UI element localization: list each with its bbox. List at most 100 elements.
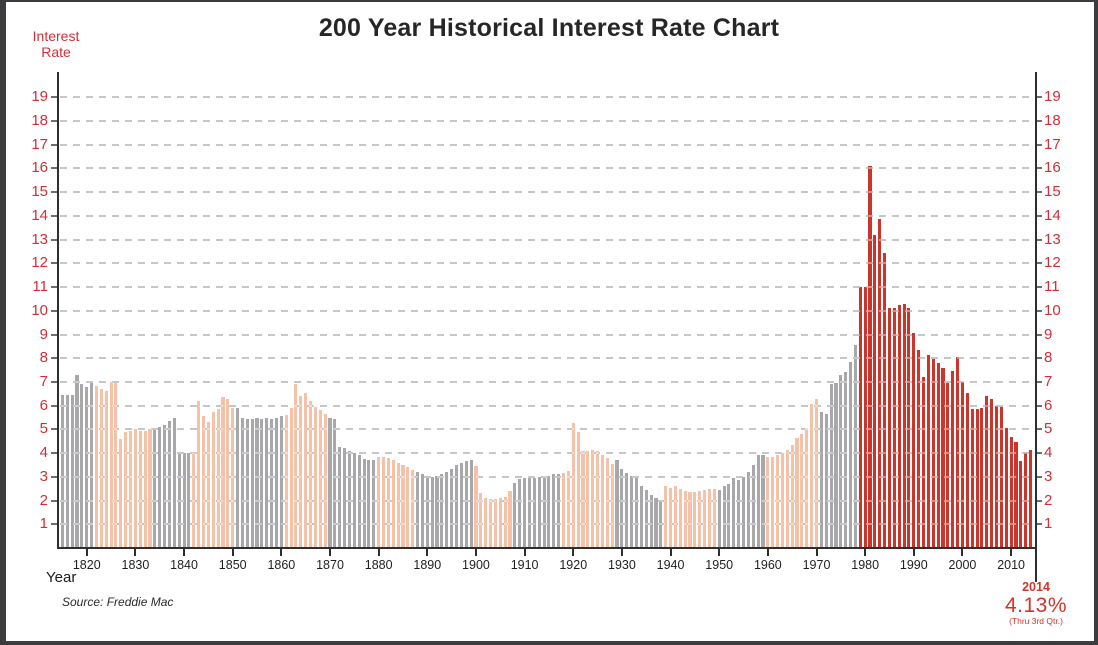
bar-1949 (712, 488, 716, 548)
y-tick-mark-right-10 (1036, 309, 1042, 312)
annotation-year: 2014 (1022, 580, 1050, 594)
bar-1887 (411, 469, 415, 548)
x-tick-mark-1900 (474, 549, 477, 556)
gridline-overlay-17 (60, 143, 1034, 146)
y-tick-label-right-6: 6 (1044, 396, 1053, 414)
bar-1919 (566, 470, 570, 548)
gridline-11 (60, 286, 1034, 289)
bar-2004 (980, 408, 984, 548)
bar-1846 (211, 411, 215, 548)
bar-1994 (931, 359, 935, 548)
bar-1939 (664, 486, 668, 548)
bar-1854 (250, 418, 254, 548)
x-tick-mark-1830 (134, 549, 137, 556)
bar-1968 (805, 428, 809, 548)
y-tick-label-right-17: 17 (1044, 135, 1061, 153)
y-tick-mark-left-7 (51, 380, 57, 383)
bar-1958 (756, 455, 760, 548)
bar-1863 (294, 384, 298, 548)
x-tick-mark-1870 (329, 549, 331, 556)
gridline-1 (60, 523, 1034, 526)
bar-1938 (659, 501, 663, 548)
bar-1862 (289, 408, 293, 548)
bar-1952 (727, 483, 731, 548)
bar-1973 (829, 384, 833, 548)
bar-1987 (897, 304, 901, 548)
final-value-annotation: 2014 4.13% (Thru 3rd Qtr.) (975, 581, 1097, 625)
bar-1870 (328, 417, 332, 548)
bar-1929 (615, 460, 619, 548)
x-tick-mark-1890 (426, 549, 429, 556)
x-tick-label-1890: 1890 (413, 558, 442, 572)
bar-1893 (440, 474, 444, 548)
gridline-15 (60, 191, 1034, 194)
bar-1984 (883, 252, 887, 548)
gridline-3 (60, 475, 1034, 478)
bar-1957 (751, 464, 755, 548)
gridline-14 (60, 214, 1034, 217)
x-tick-mark-1960 (766, 549, 769, 556)
bar-1927 (605, 457, 609, 548)
bar-2010 (1009, 436, 1013, 548)
y-tick-label-right-12: 12 (1044, 254, 1061, 272)
bar-1947 (703, 489, 707, 548)
gridline-7 (60, 380, 1034, 383)
bar-1942 (678, 488, 682, 548)
gridline-overlay-5 (60, 428, 1034, 431)
bar-1910 (523, 478, 527, 548)
bar-1967 (800, 434, 804, 548)
y-tick-label-left-16: 16 (31, 159, 48, 177)
gridline-18 (60, 120, 1034, 123)
bar-1959 (761, 455, 765, 548)
bar-1896 (454, 464, 459, 548)
x-tick-label-1990: 1990 (899, 558, 928, 572)
bar-1860 (279, 416, 283, 548)
bar-1940 (669, 487, 673, 548)
y-tick-label-left-3: 3 (39, 467, 48, 485)
bar-1865 (304, 392, 308, 548)
bar-1931 (625, 473, 629, 548)
y-tick-label-right-7: 7 (1044, 372, 1053, 390)
bar-1825 (109, 381, 113, 548)
bar-1906 (503, 497, 507, 548)
bar-1823 (99, 389, 103, 548)
bar-1817 (70, 395, 74, 548)
bar-1972 (824, 413, 828, 548)
x-tick-mark-1910 (523, 549, 526, 556)
bar-1962 (776, 455, 780, 548)
gridline-overlay-12 (60, 262, 1034, 265)
bar-1953 (732, 478, 736, 548)
bar-2000 (960, 381, 964, 548)
bar-1981 (868, 166, 872, 548)
bar-1961 (771, 456, 775, 548)
bar-1850 (231, 408, 235, 548)
gridline-overlay-18 (60, 120, 1034, 123)
gridline-overlay-1 (60, 523, 1034, 526)
y-tick-mark-right-4 (1036, 452, 1042, 455)
bar-1892 (435, 475, 439, 548)
y-tick-label-left-6: 6 (39, 396, 48, 414)
bar-1829 (128, 430, 133, 548)
bar-1816 (65, 395, 69, 548)
y-tick-label-right-8: 8 (1044, 349, 1053, 367)
bar-1902 (484, 498, 488, 548)
bar-1866 (308, 400, 313, 548)
bar-1861 (284, 415, 288, 548)
bar-1826 (114, 383, 118, 548)
gridline-overlay-11 (60, 286, 1034, 289)
bar-1898 (464, 461, 468, 548)
gridline-overlay-9 (60, 333, 1034, 336)
chart-title: 200 Year Historical Interest Rate Chart (318, 14, 780, 42)
bar-1993 (926, 354, 930, 548)
gridline-overlay-7 (60, 380, 1034, 383)
bar-1844 (201, 416, 206, 548)
y-tick-label-left-18: 18 (31, 112, 48, 130)
bar-2014 (1029, 450, 1033, 548)
bar-1882 (386, 457, 390, 548)
x-tick-label-1950: 1950 (705, 558, 734, 572)
gridline-13 (60, 238, 1034, 241)
bar-1867 (313, 406, 317, 548)
gridline-overlay-6 (60, 404, 1034, 407)
bar-1886 (406, 467, 410, 548)
x-tick-label-1930: 1930 (608, 558, 636, 572)
